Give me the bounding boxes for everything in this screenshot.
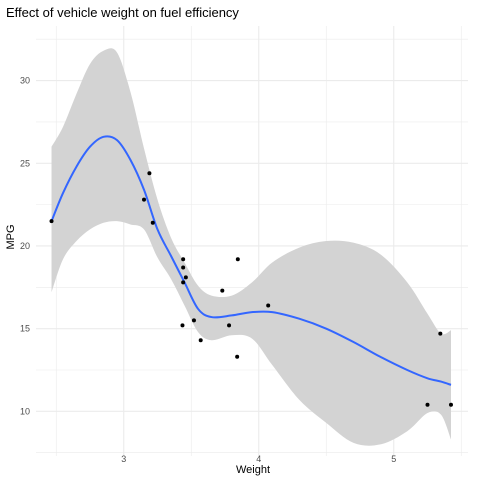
data-point [181, 265, 186, 270]
data-point [150, 220, 155, 225]
y-tick-label: 15 [20, 324, 30, 334]
confidence-band-layer [51, 48, 451, 446]
x-tick-label: 5 [391, 454, 396, 464]
data-point [438, 331, 443, 336]
axis-tick-labels: 3 4 5 10 15 20 25 30 [20, 76, 396, 464]
x-tick-label: 4 [256, 454, 261, 464]
data-point [235, 257, 240, 262]
y-tick-label: 10 [20, 406, 30, 416]
y-tick-label: 30 [20, 76, 30, 86]
data-point [191, 318, 196, 323]
y-tick-label: 20 [20, 241, 30, 251]
confidence-band [51, 48, 451, 446]
data-point [235, 354, 240, 359]
data-point [227, 323, 232, 328]
data-point [142, 197, 146, 202]
y-axis-title: MPG [5, 224, 17, 249]
data-point [49, 219, 54, 224]
data-point [266, 303, 271, 308]
data-point [425, 402, 430, 407]
data-point [220, 288, 225, 293]
data-point [147, 171, 152, 176]
data-point [181, 280, 186, 285]
x-axis-title: Weight [236, 464, 270, 476]
data-points-layer [49, 171, 453, 407]
smooth-line-layer [50, 135, 452, 386]
data-point [183, 275, 188, 280]
y-tick-label: 25 [20, 158, 30, 168]
smooth-trend-line [50, 135, 452, 386]
chart-title: Effect of vehicle weight on fuel efficie… [6, 5, 239, 20]
data-point [180, 323, 185, 328]
data-point [181, 257, 186, 262]
data-point [198, 338, 203, 343]
data-point [448, 402, 453, 407]
x-tick-label: 3 [121, 454, 126, 464]
